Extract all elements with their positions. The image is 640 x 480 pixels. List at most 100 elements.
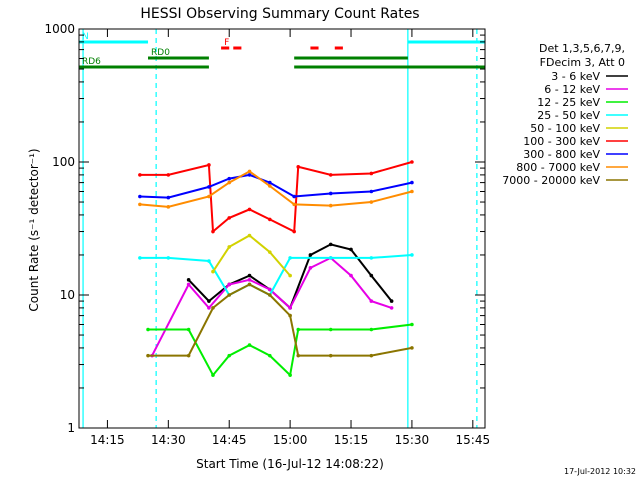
series-point-5-5 — [247, 207, 252, 212]
legend-header-line-2: FDecim 3, Att 0 — [540, 56, 625, 69]
legend-label-3: 25 - 50 keV — [537, 109, 600, 122]
series-layer — [138, 160, 414, 378]
series-point-7-2 — [207, 194, 211, 199]
series-point-8-9 — [369, 353, 374, 358]
series-point-4-3 — [268, 250, 272, 254]
series-point-7-8 — [369, 200, 374, 204]
series-point-5-0 — [138, 173, 142, 177]
series-point-7-0 — [138, 202, 142, 207]
series-point-6-1 — [166, 195, 171, 200]
series-point-6-3 — [227, 176, 232, 181]
y-tick-label-1: 10 — [60, 288, 75, 302]
series-point-8-5 — [268, 293, 272, 297]
series-point-2-8 — [328, 327, 333, 332]
x-tick-label-2: 14:45 — [212, 433, 247, 447]
series-point-6-5 — [268, 180, 272, 185]
series-point-1-4 — [247, 278, 252, 282]
series-point-0-4 — [247, 273, 252, 278]
series-point-2-10 — [410, 322, 414, 327]
legend-header-line-1: Det 1,3,5,6,7,9, — [539, 42, 625, 55]
series-point-6-7 — [328, 191, 333, 196]
series-point-7-5 — [268, 184, 272, 188]
y-tick-label-2: 100 — [52, 155, 75, 169]
series-point-3-7 — [328, 256, 333, 260]
series-point-2-4 — [247, 343, 252, 347]
series-point-2-0 — [146, 327, 150, 332]
series-line-7 — [139, 170, 413, 208]
series-point-5-4 — [227, 216, 232, 220]
x-tick-label-3: 15:00 — [273, 433, 308, 447]
legend-label-0: 3 - 6 keV — [551, 70, 600, 83]
series-point-3-2 — [207, 259, 211, 263]
series-point-7-6 — [292, 202, 296, 207]
series-point-6-0 — [138, 194, 142, 199]
flag-bars: N F RD0 RD6 — [79, 32, 485, 69]
series-point-3-9 — [410, 253, 414, 257]
series-point-1-3 — [227, 282, 232, 287]
series-point-7-4 — [247, 169, 252, 174]
series-point-5-10 — [369, 171, 374, 176]
series-point-8-3 — [227, 293, 232, 297]
flag-label-f: F — [224, 38, 229, 48]
series-point-8-0 — [146, 353, 150, 358]
series-point-6-4 — [247, 173, 252, 177]
x-tick-label-6: 15:45 — [456, 433, 491, 447]
series-point-8-8 — [328, 353, 333, 358]
series-point-8-7 — [296, 353, 301, 358]
series-point-1-7 — [308, 266, 313, 270]
series-point-3-1 — [166, 256, 171, 260]
series-point-6-2 — [207, 185, 211, 189]
series-point-2-5 — [268, 353, 272, 358]
flag-label-rd0: RD0 — [151, 48, 170, 58]
series-point-1-2 — [207, 306, 211, 310]
y-tick-label-3: 1000 — [44, 22, 75, 36]
legend-label-1: 6 - 12 keV — [544, 83, 600, 96]
series-line-2 — [148, 323, 413, 378]
series-point-0-1 — [186, 278, 191, 282]
plot-frame — [78, 28, 486, 429]
flag-label-n: N — [82, 32, 89, 42]
series-point-2-7 — [296, 327, 301, 332]
x-tick-label-0: 14:15 — [90, 433, 125, 447]
x-tick-label-4: 15:15 — [334, 433, 369, 447]
series-point-5-11 — [410, 160, 414, 164]
series-point-6-9 — [410, 180, 414, 185]
legend-label-4: 50 - 100 keV — [530, 122, 600, 135]
series-point-1-10 — [369, 299, 374, 303]
series-point-3-6 — [288, 256, 292, 260]
series-point-8-4 — [247, 282, 252, 287]
series-point-5-7 — [292, 229, 296, 234]
legend-label-7: 800 - 7000 keV — [516, 161, 600, 174]
footer-date: 17-Jul-2012 10:32 — [564, 467, 636, 476]
legend-label-2: 12 - 25 keV — [537, 96, 600, 109]
flag-label-rd6: RD6 — [82, 57, 101, 67]
series-point-7-3 — [227, 180, 232, 185]
legend-label-6: 300 - 800 keV — [523, 148, 600, 161]
series-point-0-7 — [308, 253, 313, 257]
series-point-5-3 — [211, 229, 215, 234]
y-tick-label-0: 1 — [67, 421, 75, 435]
series-point-0-8 — [328, 242, 333, 247]
series-point-5-1 — [166, 173, 171, 177]
series-point-7-1 — [166, 205, 171, 209]
series-point-2-9 — [369, 327, 374, 332]
axis-ticks: 14:15 14:30 14:45 15:00 15:15 15:30 15:45 1 10 10… — [44, 22, 490, 447]
series-point-4-4 — [288, 273, 292, 278]
series-point-2-3 — [227, 353, 232, 358]
series-point-8-6 — [288, 313, 292, 318]
series-point-2-1 — [186, 327, 191, 332]
series-line-5 — [139, 161, 413, 234]
series-point-0-2 — [207, 299, 211, 303]
series-point-6-6 — [292, 194, 296, 199]
y-axis-label: Count Rate (s⁻¹ detector⁻¹) — [27, 148, 41, 311]
series-point-8-1 — [186, 353, 191, 358]
series-point-7-9 — [410, 189, 414, 194]
series-point-2-6 — [288, 373, 292, 377]
series-point-3-0 — [138, 256, 142, 260]
series-line-6 — [139, 173, 413, 199]
series-point-5-9 — [328, 173, 333, 177]
series-point-0-9 — [349, 247, 353, 252]
series-point-4-0 — [211, 269, 215, 274]
series-point-1-5 — [268, 287, 272, 292]
